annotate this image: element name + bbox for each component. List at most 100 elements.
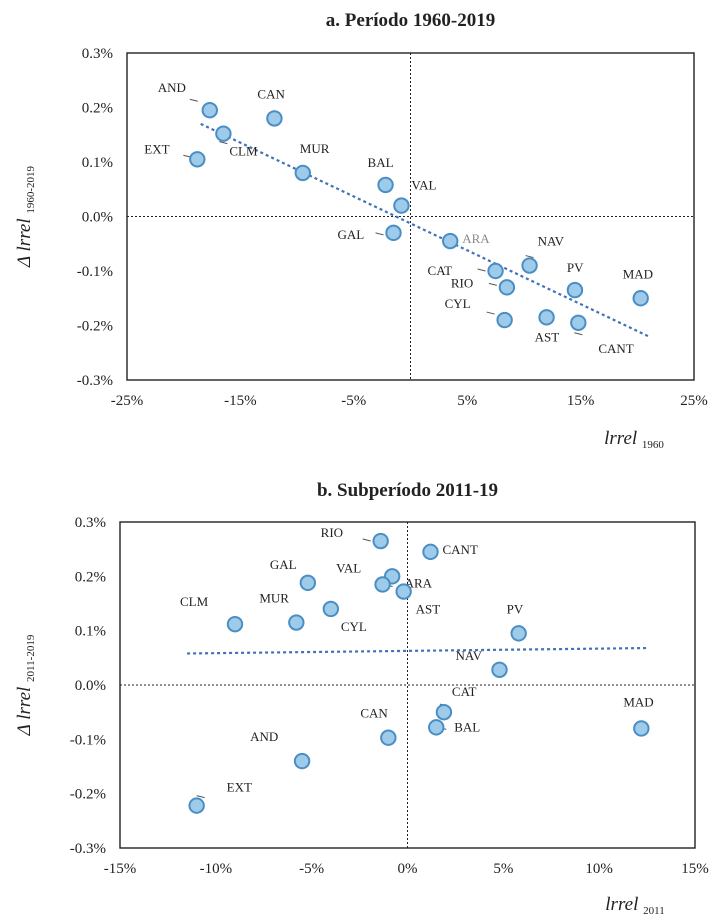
point-label-cyl: CYL [445, 296, 471, 311]
label-leader-line [196, 795, 205, 799]
point-label-ext: EXT [227, 780, 252, 795]
label-leader-line [362, 538, 371, 542]
point-label-mad: MAD [623, 694, 653, 709]
data-point-cat [487, 262, 504, 280]
label-leader-line [574, 332, 583, 336]
y-tick-label: 0.1% [75, 624, 106, 640]
data-point-rio [372, 532, 389, 550]
point-label-clm: CLM [229, 144, 258, 159]
data-point-ext [188, 797, 205, 814]
y-axis-label: Δ lrrel 2011-2019 [14, 634, 37, 736]
point-label-gal: GAL [270, 557, 297, 572]
y-tick-label: 0.1% [82, 155, 113, 171]
data-point-ext [189, 151, 206, 168]
point-label-mur: MUR [300, 141, 330, 156]
data-point-can [266, 110, 283, 127]
point-label-can: CAN [257, 86, 285, 101]
label-leader-line [375, 232, 384, 236]
y-tick-label: 0.0% [82, 210, 113, 226]
x-tick-label: -15% [104, 861, 137, 877]
x-tick-label: 5% [457, 393, 477, 409]
point-label-clm: CLM [180, 594, 209, 609]
y-tick-label: 0.2% [82, 101, 113, 117]
x-tick-label: -5% [299, 861, 324, 877]
data-point-mad [632, 290, 649, 307]
label-leader-line [525, 255, 534, 259]
data-point-mur [288, 614, 305, 631]
data-point-gal [299, 574, 317, 592]
y-tick-label: -0.2% [77, 319, 113, 335]
x-tick-label: 5% [493, 861, 513, 877]
y-axis-label-sub: 2011-2019 [25, 634, 37, 682]
point-label-ara: ARA [462, 231, 490, 246]
point-label-mur: MUR [259, 591, 289, 606]
x-tick-label: 10% [585, 861, 613, 877]
label-leader-line [477, 268, 486, 272]
data-point-pv [510, 625, 527, 642]
y-tick-label: -0.2% [70, 787, 106, 803]
x-tick-label: -25% [111, 393, 144, 409]
y-axis-label: Δ lrrel 1960-2019 [14, 165, 37, 268]
data-point-bal [377, 176, 394, 194]
y-tick-label: 0.3% [82, 46, 113, 62]
trend-line [200, 122, 650, 338]
data-point-bal [428, 719, 445, 736]
y-tick-label: -0.1% [70, 732, 106, 748]
x-tick-label: -10% [200, 861, 233, 877]
point-label-mad: MAD [623, 266, 653, 281]
label-leader-line [219, 141, 228, 145]
point-label-val: VAL [411, 178, 436, 193]
point-label-gal: GAL [337, 227, 364, 242]
point-label-rio: RIO [321, 525, 343, 540]
data-point-cant [422, 543, 439, 561]
point-label-cant: CANT [443, 542, 478, 557]
data-point-nav [521, 257, 538, 274]
data-point-val [393, 197, 410, 214]
x-axis-label: lrrel 1960 [604, 428, 664, 451]
data-point-nav [491, 661, 508, 678]
data-point-and [201, 102, 218, 119]
point-label-ara: ARA [405, 575, 433, 590]
y-tick-label: -0.1% [77, 264, 113, 280]
point-label-nav: NAV [456, 648, 483, 663]
data-point-cat [435, 703, 453, 721]
data-point-pv [566, 281, 584, 299]
data-point-mad [633, 720, 650, 737]
label-leader-line [488, 282, 498, 286]
chart-panel-a: a. Período 1960-2019 0.3% 0.2% 0.1% 0.0% -0.1… [14, 10, 708, 451]
point-label-rio: RIO [451, 275, 473, 290]
data-point-ara [441, 232, 459, 250]
x-axis-label: lrrel 2011 [605, 894, 664, 917]
data-point-can [380, 729, 397, 746]
point-label-ast: AST [535, 329, 560, 344]
point-label-cat: CAT [428, 263, 453, 278]
point-label-and: AND [250, 729, 278, 744]
x-tick-label: -15% [224, 393, 257, 409]
x-tick-label: 15% [681, 861, 709, 877]
data-point-and [293, 752, 311, 770]
point-label-val: VAL [336, 560, 361, 575]
point-label-bal: BAL [454, 719, 480, 734]
trend-line [187, 646, 648, 655]
data-point-mur [294, 164, 311, 182]
y-tick-label: 0.2% [75, 569, 106, 585]
data-point-cyl [322, 600, 340, 618]
data-point-clm [226, 615, 244, 633]
x-tick-label: -5% [341, 393, 366, 409]
chart-panel-b: b. Subperíodo 2011-19 0.3% 0.2% 0.1% 0.0% -0.… [14, 480, 709, 917]
data-point-ara [374, 576, 391, 593]
data-point-rio [498, 279, 516, 296]
point-label-bal: BAL [368, 155, 394, 170]
data-point-cyl [496, 311, 513, 329]
x-axis-label-sub: 2011 [643, 905, 665, 917]
point-label-pv: PV [507, 601, 524, 616]
x-tick-label: 25% [680, 393, 708, 409]
point-label-pv: PV [567, 260, 584, 275]
y-tick-label: -0.3% [77, 373, 113, 389]
y-tick-label: 0.0% [75, 678, 106, 694]
x-axis-label-sub: 1960 [642, 439, 665, 451]
y-tick-label: 0.3% [75, 515, 106, 531]
data-point-ast [395, 583, 412, 600]
label-leader-line [486, 311, 495, 315]
